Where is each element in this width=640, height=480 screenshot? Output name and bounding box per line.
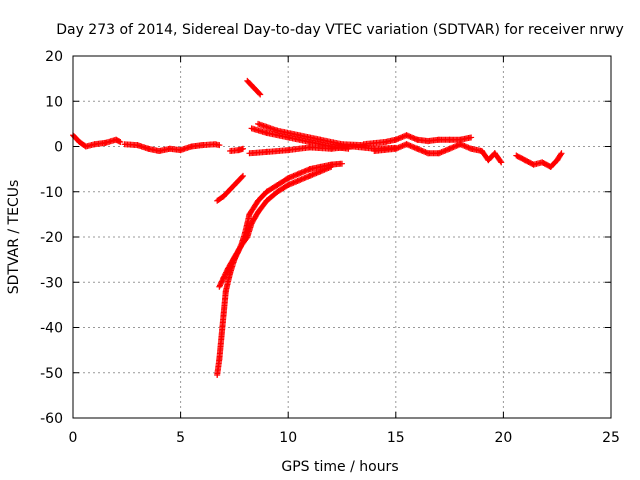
data-points (70, 77, 565, 379)
data-point (558, 150, 565, 157)
x-tick-label: 0 (69, 430, 78, 446)
x-tick-label: 25 (602, 430, 620, 446)
data-point (257, 91, 264, 98)
axis-ticks: 0 5 10 15 20 25 -60 -50 -40 -30 -20 -10 0 10 20 (40, 49, 620, 446)
data-point (498, 159, 505, 166)
series-arc-pos-desc (255, 120, 367, 149)
y-tick-label: -50 (40, 366, 63, 382)
x-tick-label: 15 (387, 430, 405, 446)
series-arc-spike-high (244, 77, 264, 98)
series-arc-main-2 (121, 141, 223, 155)
data-point (216, 142, 223, 149)
y-tick-label: -60 (40, 411, 63, 427)
data-point (256, 90, 263, 97)
series-arc-mid-late (360, 132, 475, 148)
y-tick-label: 20 (45, 49, 63, 65)
data-point (240, 172, 247, 179)
y-tick-label: -10 (40, 185, 63, 201)
data-point (468, 134, 475, 141)
y-axis-label: SDTVAR / TECUs (6, 180, 22, 295)
x-tick-label: 5 (176, 430, 185, 446)
data-point (328, 163, 335, 170)
series-arc-end (513, 150, 565, 170)
data-point (339, 160, 345, 167)
data-point (557, 151, 564, 158)
data-point (239, 173, 246, 180)
y-tick-label: 10 (45, 94, 63, 110)
series-arc-mid-late-2 (371, 141, 505, 166)
series-arc-short-1 (227, 145, 247, 155)
series-arc-steep-neg (214, 172, 247, 204)
series-arc-rise-1 (214, 160, 345, 379)
y-tick-label: -30 (40, 275, 63, 291)
x-axis-label: GPS time / hours (281, 459, 398, 475)
data-point (497, 158, 504, 165)
grid (73, 56, 611, 418)
y-tick-label: -40 (40, 321, 63, 337)
y-tick-label: 0 (54, 140, 63, 156)
x-tick-label: 20 (494, 430, 512, 446)
y-tick-label: -20 (40, 230, 63, 246)
data-point (240, 145, 247, 152)
chart-title: Day 273 of 2014, Sidereal Day-to-day VTE… (56, 22, 624, 38)
data-point (117, 138, 124, 145)
x-tick-label: 10 (279, 430, 297, 446)
series-arc-rise-2 (216, 163, 335, 290)
